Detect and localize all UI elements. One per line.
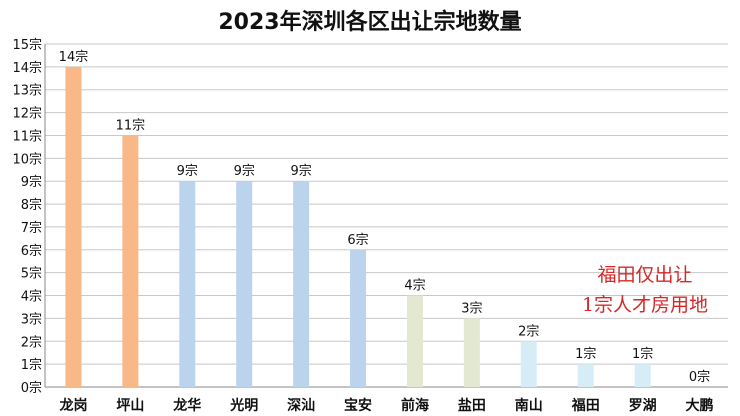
data-label: 6宗	[347, 232, 368, 248]
data-label: 3宗	[461, 300, 482, 316]
y-tick-label: 5宗	[21, 266, 42, 282]
data-label: 1宗	[632, 346, 653, 362]
y-tick-label: 3宗	[21, 311, 42, 327]
y-tick-label: 9宗	[21, 174, 42, 190]
x-tick-label: 坪山	[116, 398, 144, 414]
bar	[122, 135, 139, 387]
y-tick-label: 13宗	[12, 83, 42, 99]
x-tick-label: 龙岗	[58, 397, 87, 414]
x-tick-label: 深汕	[287, 397, 315, 414]
y-tick-label: 15宗	[12, 37, 42, 53]
bar	[350, 249, 367, 387]
bar	[293, 181, 310, 387]
x-tick-label: 龙华	[172, 397, 201, 414]
data-label: 4宗	[404, 278, 425, 294]
y-tick-label: 7宗	[21, 220, 42, 236]
data-label: 14宗	[59, 49, 89, 65]
y-tick-label: 8宗	[21, 197, 42, 213]
y-tick-label: 12宗	[12, 106, 42, 122]
annotation-line-2: 1宗人才房用地	[581, 294, 709, 316]
x-tick-label: 大鹏	[686, 397, 714, 414]
bar	[236, 181, 253, 387]
bar	[520, 341, 537, 387]
x-tick-label: 前海	[401, 397, 429, 414]
data-label: 0宗	[689, 369, 710, 385]
data-label: 9宗	[234, 163, 255, 179]
x-tick-label: 南山	[515, 397, 543, 414]
bar	[634, 364, 651, 387]
data-label: 1宗	[575, 346, 596, 362]
x-tick-label: 罗湖	[629, 398, 657, 414]
bar	[463, 318, 480, 387]
data-label: 9宗	[177, 163, 198, 179]
annotation-line-1: 福田仅出让	[597, 264, 693, 286]
y-tick-label: 10宗	[12, 151, 42, 167]
y-tick-label: 0宗	[21, 380, 42, 396]
annotation-box: 福田仅出让 1宗人才房用地	[560, 260, 730, 320]
data-label: 9宗	[290, 163, 311, 179]
bar	[65, 66, 82, 387]
y-tick-label: 14宗	[12, 60, 42, 76]
bar	[577, 364, 594, 387]
data-label: 11宗	[116, 117, 146, 133]
data-label: 2宗	[518, 323, 539, 339]
y-tick-label: 1宗	[21, 357, 42, 373]
x-tick-label: 光明	[229, 397, 258, 414]
y-tick-label: 11宗	[12, 128, 42, 144]
bar	[406, 295, 423, 387]
y-tick-label: 6宗	[21, 243, 42, 259]
x-tick-label: 福田	[571, 397, 600, 414]
x-tick-label: 盐田	[458, 397, 486, 414]
y-tick-label: 2宗	[21, 334, 42, 350]
x-tick-label: 宝安	[344, 397, 372, 414]
chart-title: 2023年深圳各区出让宗地数量	[218, 10, 522, 35]
y-tick-label: 4宗	[21, 289, 42, 305]
bar	[179, 181, 196, 387]
